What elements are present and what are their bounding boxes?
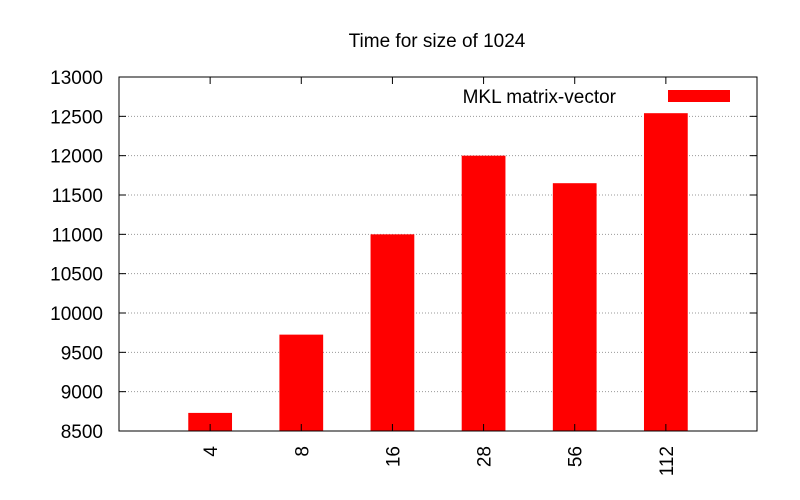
x-tick-label: 56 — [566, 446, 587, 467]
y-tick-label: 8500 — [61, 422, 103, 443]
x-tick-label: 8 — [292, 446, 313, 457]
legend-label: MKL matrix-vector — [463, 87, 617, 108]
x-tick-label: 4 — [201, 446, 222, 457]
y-tick-label: 11000 — [52, 225, 103, 246]
bar — [552, 183, 597, 431]
y-tick-label: 9000 — [61, 383, 103, 404]
y-tick-label: 12000 — [50, 147, 103, 168]
x-tick-label: 28 — [475, 446, 496, 467]
x-axis: 4 8 16 28 56 112 — [201, 77, 678, 476]
legend-swatch — [668, 90, 730, 102]
bar — [188, 412, 233, 431]
y-tick-label: 9500 — [61, 343, 103, 364]
plot-frame — [118, 76, 758, 432]
y-tick-label: 11500 — [52, 186, 103, 207]
y-tick-label: 10500 — [50, 265, 103, 286]
x-tick-label: 16 — [383, 446, 404, 467]
y-axis: 8500 9000 9500 10000 10500 11000 11500 12000 125… — [50, 68, 757, 443]
chart-title: Time for size of 1024 — [349, 31, 526, 52]
bar — [643, 113, 688, 431]
bar — [370, 234, 415, 431]
y-tick-label: 12500 — [50, 107, 103, 128]
y-tick-label: 13000 — [50, 68, 103, 89]
bar — [461, 155, 506, 431]
legend: MKL matrix-vector — [463, 87, 730, 108]
bar — [279, 334, 324, 431]
x-tick-label: 112 — [657, 446, 678, 476]
y-tick-label: 10000 — [50, 304, 103, 325]
bars — [188, 113, 688, 431]
